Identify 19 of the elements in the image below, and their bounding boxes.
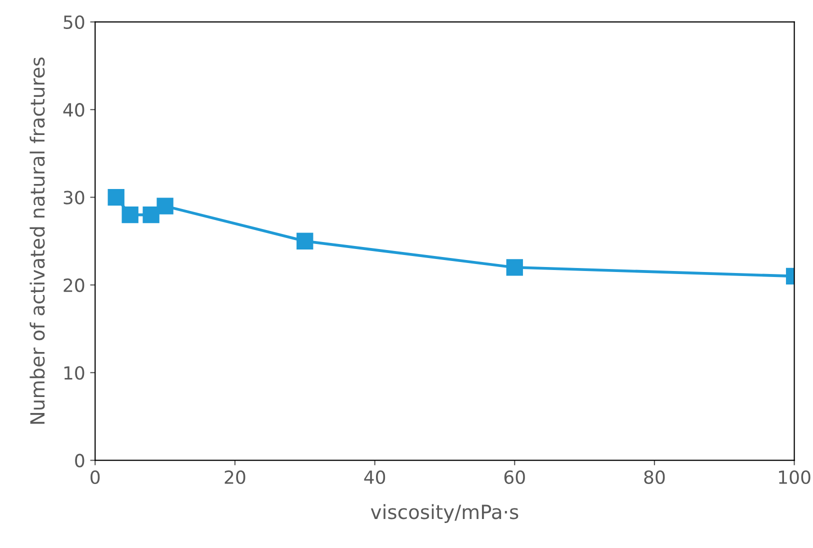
y-axis-title: Number of activated natural fractures xyxy=(30,58,45,424)
x-tick-label: 20 xyxy=(224,470,246,484)
y-tick-label: 10 xyxy=(64,366,84,380)
x-tick-label: 60 xyxy=(504,470,525,484)
y-tick-label: 20 xyxy=(64,278,84,292)
x-tick-label: 40 xyxy=(364,470,386,484)
point xyxy=(142,206,160,224)
x-axis-title: viscosity/mPa·s xyxy=(370,504,518,523)
x-tick-label: 100 xyxy=(779,470,810,484)
point xyxy=(296,232,314,250)
y-tick-label: 0 xyxy=(75,454,84,468)
y-tick-label: 30 xyxy=(64,190,84,204)
y-tick-label: 50 xyxy=(64,15,84,30)
point xyxy=(108,188,124,206)
x-tick-label: 0 xyxy=(90,470,100,484)
point xyxy=(156,198,174,214)
x-tick-label: 80 xyxy=(644,470,665,484)
point xyxy=(122,206,138,224)
y-tick-label: 40 xyxy=(63,103,84,117)
